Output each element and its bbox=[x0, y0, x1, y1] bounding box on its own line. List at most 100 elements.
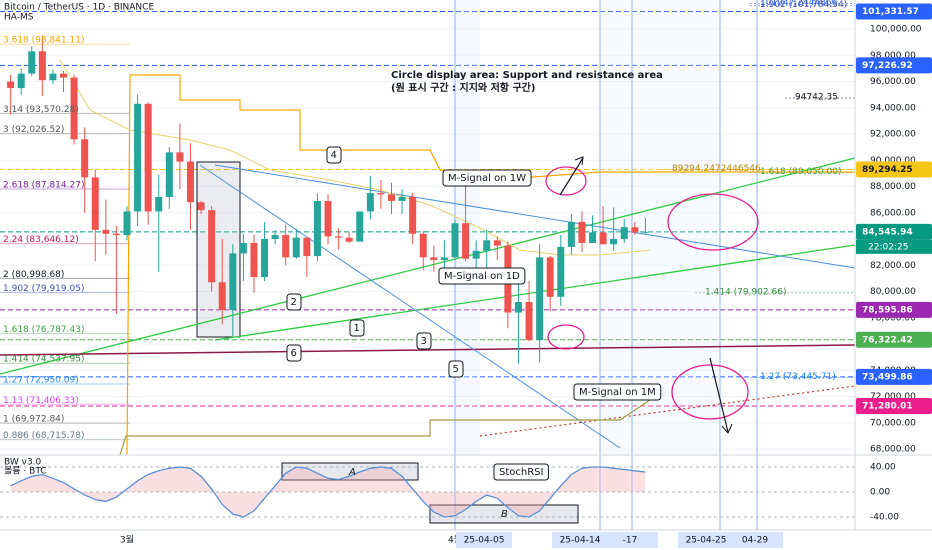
candle-body bbox=[218, 282, 226, 310]
y-tick-label: 80,000.00 bbox=[870, 287, 916, 297]
candle-body bbox=[261, 239, 269, 278]
candle-body bbox=[229, 253, 237, 310]
annotation: M-Signal on 1M bbox=[579, 387, 656, 398]
candle-body bbox=[589, 232, 597, 243]
candle-body bbox=[144, 103, 152, 212]
y-tick-label: 88,000.00 bbox=[870, 182, 916, 192]
candle-body bbox=[345, 237, 353, 242]
arrow bbox=[709, 357, 729, 433]
candle-body bbox=[292, 237, 300, 258]
m-signal-1m bbox=[119, 399, 651, 456]
candle-body bbox=[567, 221, 575, 247]
fib-label: 101947.2444866 bbox=[760, 0, 838, 8]
price-label: 78,595.86 bbox=[862, 305, 913, 315]
candle-body bbox=[7, 81, 15, 89]
price-label: 101,331.57 bbox=[862, 7, 919, 17]
candle-body bbox=[419, 233, 427, 258]
circle-mark bbox=[547, 324, 585, 350]
circle-mark bbox=[671, 364, 749, 420]
y-tick-label: 96,000.00 bbox=[870, 77, 916, 87]
x-tick-label: 25-04-14 bbox=[560, 536, 601, 546]
candle-body bbox=[282, 235, 290, 258]
x-label-bg bbox=[552, 532, 608, 548]
y-tick-label: 72,000.00 bbox=[870, 392, 916, 402]
fib-label: 1.414 (79,902.66) bbox=[705, 287, 786, 297]
candle-body bbox=[440, 257, 448, 261]
x-tick-label: 04-29 bbox=[742, 536, 768, 546]
price-label-bg bbox=[856, 301, 932, 318]
countdown-bg bbox=[856, 239, 932, 254]
candle-body bbox=[356, 211, 364, 242]
annotation: 4 bbox=[331, 150, 337, 161]
candle-body bbox=[176, 152, 184, 162]
x-tick-label: 25-04-05 bbox=[464, 536, 505, 546]
candle-body bbox=[81, 139, 89, 178]
candle-body bbox=[462, 223, 470, 259]
arrow-head bbox=[721, 423, 733, 434]
series bbox=[7, 35, 649, 518]
candle-body bbox=[610, 239, 618, 245]
candle-body bbox=[335, 236, 343, 238]
candle-body bbox=[472, 250, 480, 259]
annotation: 6 bbox=[291, 348, 297, 359]
candle-body bbox=[641, 231, 649, 233]
y-tick-label: 86,000.00 bbox=[870, 208, 916, 218]
candle-body bbox=[388, 194, 395, 201]
candle-body bbox=[525, 302, 533, 341]
arrow bbox=[559, 157, 584, 196]
candle-body bbox=[186, 161, 194, 203]
circle-mark bbox=[545, 166, 587, 196]
candle-body bbox=[536, 257, 544, 341]
oscillator-line bbox=[10, 466, 646, 518]
chart-title: Bitcoin / TetherUS · 1D · BINANCE bbox=[4, 3, 154, 13]
y-tick-label: 92,000.00 bbox=[870, 130, 916, 140]
fib-label: 1.902 (79,919.05) bbox=[3, 284, 84, 294]
fib-label: 2.618 (87,814.27) bbox=[3, 180, 84, 190]
countdown: 22:02:25 bbox=[868, 242, 908, 252]
range-highlight bbox=[600, 0, 720, 455]
candle-body bbox=[70, 77, 78, 140]
y-tick-label: 98,000.00 bbox=[870, 51, 916, 61]
fib-label: 89294.2472446546 bbox=[672, 164, 761, 174]
y-tick-label: 70,000.00 bbox=[870, 418, 916, 428]
annotation-bg bbox=[349, 319, 365, 337]
price-label: 89,294.25 bbox=[862, 165, 913, 175]
price-label-bg bbox=[856, 368, 932, 385]
oscillator-tick-label: 0.00 bbox=[870, 488, 890, 498]
price-label: 76,322.42 bbox=[862, 335, 913, 345]
candle-body bbox=[49, 73, 57, 81]
oscillator-tick-label: -40.00 bbox=[870, 513, 899, 523]
annotation-bg bbox=[438, 267, 526, 285]
y-tick-label: 68,000.00 bbox=[870, 445, 916, 455]
y-tick-label: 82,000.00 bbox=[870, 261, 916, 271]
x-tick-label: 3월 bbox=[120, 534, 134, 546]
candle-body bbox=[165, 152, 173, 198]
candle-body bbox=[631, 227, 639, 233]
candle-body bbox=[208, 210, 216, 283]
candle-body bbox=[451, 223, 459, 258]
candle-body bbox=[366, 193, 374, 212]
annotation: StochRSI bbox=[499, 467, 543, 478]
trend-line bbox=[199, 164, 621, 449]
candle-body bbox=[239, 242, 247, 254]
fib-label: 1.27 (72,950.09) bbox=[3, 376, 79, 386]
annotation: (원 표시 구간 : 지지와 저항 구간) bbox=[391, 81, 535, 94]
candle-body bbox=[91, 177, 99, 230]
y-tick-label: 94,000.00 bbox=[870, 103, 916, 113]
y-tick-label: 90,000.00 bbox=[870, 156, 916, 166]
annotation-bg bbox=[416, 332, 432, 350]
candle-body bbox=[409, 197, 417, 234]
trend-line bbox=[479, 385, 856, 437]
annotation: 2 bbox=[291, 297, 297, 308]
price-label: 73,499.86 bbox=[862, 372, 913, 382]
candle-body bbox=[60, 73, 68, 78]
fib-label: 1.27 (73,445.71) bbox=[760, 372, 836, 382]
candle-body bbox=[123, 211, 131, 236]
candle-body bbox=[514, 302, 522, 313]
annotation-bg bbox=[493, 463, 549, 481]
annotation: 5 bbox=[453, 364, 459, 375]
annotation: M-Signal on 1W bbox=[448, 173, 526, 184]
fib-label: 3.618 (98,841.11) bbox=[3, 36, 84, 46]
price-label-bg bbox=[856, 161, 932, 178]
